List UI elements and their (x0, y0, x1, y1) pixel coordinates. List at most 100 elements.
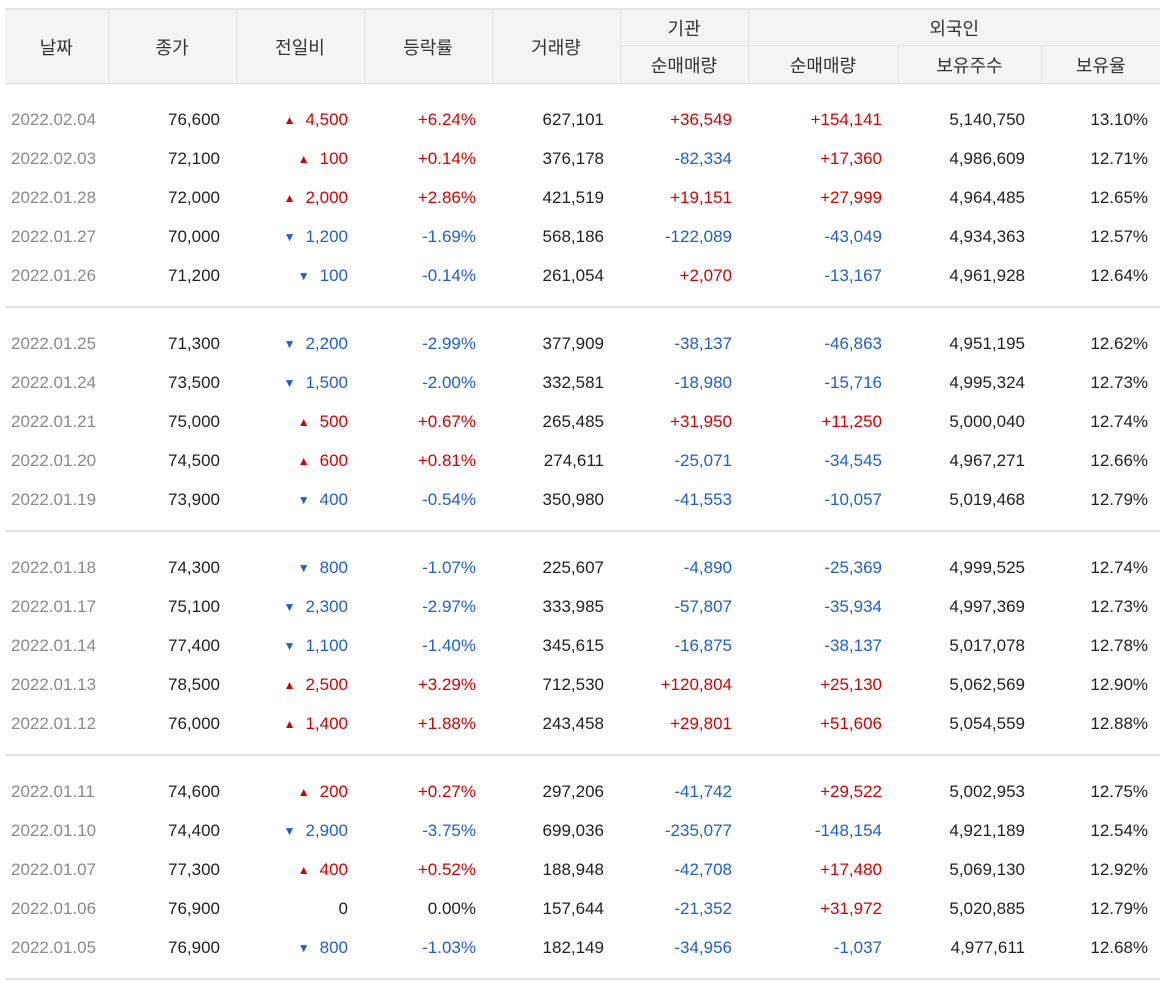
cell-volume: 332,581 (542, 372, 604, 392)
group-divider (5, 743, 1160, 756)
cell-rate: +3.29% (417, 674, 476, 694)
cell-date: 2022.01.19 (11, 489, 97, 509)
cell-institution-net: -34,956 (674, 937, 732, 957)
cell-date: 2022.01.05 (11, 937, 97, 957)
header-foreigner: 외국인 (748, 9, 1160, 46)
table-row: 2022.01.18 74,300 ▼ 800 -1.07% 225,607 -4,890 -… (5, 548, 1160, 587)
cell-date: 2022.01.25 (11, 333, 97, 353)
table-row: 2022.01.26 71,200 ▼ 100 -0.14% 261,054 +2,070 -… (5, 256, 1160, 295)
cell-ratio: 12.68% (1090, 937, 1149, 957)
table-row: 2022.01.28 72,000 ▲ 2,000 +2.86% 421,519 +19,1… (5, 178, 1160, 217)
cell-rate: -2.00% (422, 372, 476, 392)
cell-holdings: 5,069,130 (949, 859, 1025, 879)
change-value: 100 (319, 265, 348, 285)
cell-close: 74,300 (168, 557, 220, 577)
group-spacer (5, 307, 1160, 324)
table-row: 2022.01.27 70,000 ▼ 1,200 -1.69% 568,186 -122,… (5, 217, 1160, 256)
cell-volume: 712,530 (542, 674, 604, 694)
cell-date: 2022.01.11 (11, 781, 95, 801)
cell-holdings: 5,020,885 (949, 898, 1025, 918)
cell-rate: -1.07% (422, 557, 476, 577)
change-value: 4,500 (305, 109, 348, 129)
cell-ratio: 12.92% (1090, 859, 1149, 879)
cell-rate: -1.03% (422, 937, 476, 957)
investor-trading-table: 날짜 종가 전일비 등락률 거래량 기관 외국인 순매매량 순매매량 보유주수 … (5, 8, 1160, 980)
up-triangle-icon: ▲ (297, 453, 310, 468)
cell-institution-net: +2,070 (679, 265, 732, 285)
cell-rate: -2.99% (422, 333, 476, 353)
cell-ratio: 12.54% (1090, 820, 1149, 840)
header-rate: 등락률 (364, 9, 493, 84)
group-spacer (5, 84, 1160, 101)
cell-change: 0 (236, 889, 364, 928)
down-triangle-icon: ▼ (297, 560, 310, 575)
cell-holdings: 5,000,040 (949, 411, 1025, 431)
up-triangle-icon: ▲ (297, 862, 310, 877)
cell-institution-net: -21,352 (674, 898, 732, 918)
cell-foreigner-net: -1,037 (833, 937, 882, 957)
cell-volume: 345,615 (542, 635, 604, 655)
group-divider (5, 519, 1160, 532)
cell-change: ▼ 1,200 (236, 217, 364, 256)
cell-volume: 377,909 (542, 333, 604, 353)
table-row: 2022.01.19 73,900 ▼ 400 -0.54% 350,980 -41,553… (5, 480, 1160, 519)
cell-institution-net: -41,742 (674, 781, 732, 801)
cell-volume: 182,149 (542, 937, 604, 957)
cell-foreigner-net: +11,250 (821, 411, 882, 431)
table-row: 2022.01.25 71,300 ▼ 2,200 -2.99% 377,909 -38,1… (5, 324, 1160, 363)
cell-ratio: 12.73% (1090, 596, 1149, 616)
change-value: 2,000 (305, 187, 348, 207)
cell-institution-net: -235,077 (664, 820, 732, 840)
header-holdings: 보유주수 (898, 45, 1042, 84)
cell-institution-net: +120,804 (660, 674, 732, 694)
change-value: 600 (319, 450, 348, 470)
cell-change: ▲ 200 (236, 772, 364, 811)
cell-rate: +1.88% (417, 713, 476, 733)
table-row: 2022.01.20 74,500 ▲ 600 +0.81% 274,611 -25,071… (5, 441, 1160, 480)
header-institution: 기관 (620, 9, 749, 46)
cell-volume: 261,054 (542, 265, 604, 285)
cell-rate: -0.14% (422, 265, 476, 285)
cell-change: ▲ 1,400 (236, 704, 364, 743)
cell-volume: 225,607 (542, 557, 604, 577)
cell-close: 74,400 (168, 820, 220, 840)
cell-holdings: 5,062,569 (949, 674, 1025, 694)
cell-ratio: 12.90% (1090, 674, 1149, 694)
down-triangle-icon: ▼ (297, 940, 310, 955)
change-value: 2,300 (305, 596, 348, 616)
cell-change: ▼ 1,100 (236, 626, 364, 665)
header-institution-net: 순매매량 (620, 45, 749, 84)
cell-foreigner-net: -46,863 (824, 333, 882, 353)
cell-holdings: 4,977,611 (950, 937, 1025, 957)
cell-close: 76,900 (168, 937, 220, 957)
cell-holdings: 4,986,609 (949, 148, 1025, 168)
cell-volume: 699,036 (542, 820, 604, 840)
cell-change: ▼ 400 (236, 480, 364, 519)
table-row: 2022.01.05 76,900 ▼ 800 -1.03% 182,149 -34,956… (5, 928, 1160, 967)
cell-close: 73,500 (168, 372, 220, 392)
up-triangle-icon: ▲ (283, 716, 296, 731)
table-row: 2022.01.14 77,400 ▼ 1,100 -1.40% 345,615 -16,8… (5, 626, 1160, 665)
down-triangle-icon: ▼ (297, 268, 310, 283)
cell-institution-net: -42,708 (674, 859, 732, 879)
cell-foreigner-net: +17,360 (820, 148, 882, 168)
cell-institution-net: +36,549 (670, 109, 732, 129)
cell-foreigner-net: -15,716 (824, 372, 882, 392)
cell-institution-net: +29,801 (670, 713, 732, 733)
header-foreigner-net: 순매매량 (748, 45, 899, 84)
cell-close: 72,000 (168, 187, 220, 207)
cell-date: 2022.02.04 (11, 109, 97, 129)
cell-change: ▲ 400 (236, 850, 364, 889)
up-triangle-icon: ▲ (283, 112, 296, 127)
cell-rate: +0.67% (417, 411, 476, 431)
cell-institution-net: -38,137 (674, 333, 732, 353)
change-value: 2,500 (305, 674, 348, 694)
cell-holdings: 4,999,525 (949, 557, 1025, 577)
cell-foreigner-net: -35,934 (824, 596, 882, 616)
change-value: 400 (319, 489, 348, 509)
cell-foreigner-net: +17,480 (820, 859, 882, 879)
down-triangle-icon: ▼ (283, 823, 296, 838)
cell-holdings: 4,997,369 (949, 596, 1025, 616)
up-triangle-icon: ▲ (283, 677, 296, 692)
